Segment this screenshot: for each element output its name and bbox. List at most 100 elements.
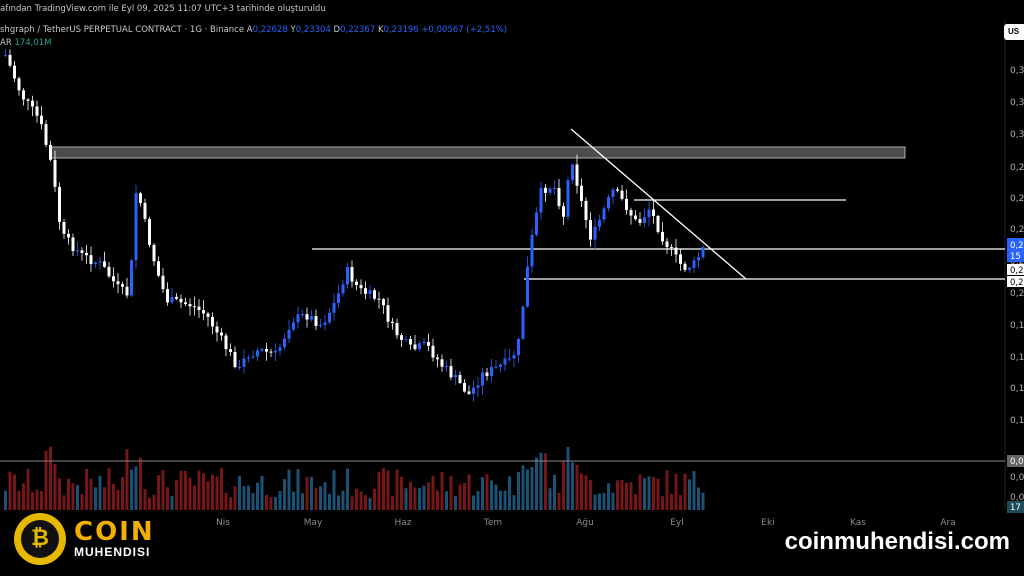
time-axis: Nis May Haz Tem Ağu Eyl Eki Kas Ara xyxy=(216,518,956,528)
volume-bar xyxy=(395,469,399,510)
descending-trendline xyxy=(570,128,747,280)
volume-bar xyxy=(40,491,43,510)
volume-bar xyxy=(539,452,543,510)
candle-body xyxy=(404,339,408,341)
y-tick-label: 0,2 xyxy=(1010,225,1024,235)
candle-body xyxy=(89,255,93,265)
candle-body xyxy=(260,349,264,351)
candle-body xyxy=(17,78,21,91)
volume-bar xyxy=(400,476,403,510)
last-price-countdown: 15 xyxy=(1010,252,1021,262)
volume-bar xyxy=(62,495,66,510)
candle-body xyxy=(337,293,340,303)
candle-body xyxy=(233,352,237,368)
candle-body xyxy=(620,190,624,199)
zero-badge xyxy=(1007,455,1024,467)
volume-bar xyxy=(535,457,538,510)
volume-bar xyxy=(454,495,457,510)
candle-body xyxy=(562,206,565,217)
volume-layer xyxy=(4,446,705,510)
volume-bar xyxy=(148,497,151,510)
volume-bar xyxy=(485,474,489,510)
candle-body xyxy=(26,99,30,101)
currency-badge[interactable]: US xyxy=(1004,24,1024,40)
open-label: A xyxy=(246,25,253,35)
volume-bar xyxy=(526,469,529,510)
volume-bar xyxy=(490,480,493,510)
candle-body xyxy=(544,187,547,193)
volume-bar xyxy=(251,493,255,510)
candle-body xyxy=(422,341,426,344)
volume-bar xyxy=(566,446,570,510)
candle-body xyxy=(359,285,363,289)
y-tick-label: 0,1 xyxy=(1010,384,1024,394)
volume-bar xyxy=(364,495,367,510)
candle-body xyxy=(8,54,12,66)
volume-bar xyxy=(94,487,97,510)
candle-body xyxy=(193,306,196,308)
candle-body xyxy=(499,364,502,367)
candle-body xyxy=(247,357,250,359)
level-badge-2 xyxy=(1007,276,1024,287)
volume-bar xyxy=(584,475,588,510)
x-tick-label: Kas xyxy=(850,518,866,528)
volume-bar xyxy=(481,477,484,510)
level-badge-2-text: 0,2 xyxy=(1010,278,1024,288)
candle-body xyxy=(215,326,219,333)
volume-bar xyxy=(620,479,624,510)
x-tick-label: Eki xyxy=(761,518,774,528)
candle-body xyxy=(242,358,246,367)
volume-bar xyxy=(436,490,439,510)
x-tick-label: Ağu xyxy=(576,518,594,528)
logo-text-top: COIN xyxy=(74,517,155,547)
volume-bar xyxy=(701,492,705,510)
chart-attribution: afından TradingView.com ile Eyl 09, 2025… xyxy=(0,4,326,14)
y-tick-label: 0,3 xyxy=(1010,66,1024,76)
volume-bar xyxy=(80,494,84,510)
candle-body xyxy=(278,347,282,351)
x-tick-label: Nis xyxy=(216,518,230,528)
candle-body xyxy=(22,90,25,100)
candle-body xyxy=(179,298,183,303)
y-tick-label: 0,1 xyxy=(1010,416,1024,426)
candle-body xyxy=(584,200,588,220)
y-tick-label: 0,0 xyxy=(1010,473,1024,483)
candle-body xyxy=(368,290,372,294)
candle-body xyxy=(125,286,129,296)
volume-badge xyxy=(1007,501,1024,513)
level-badge-1 xyxy=(1007,264,1024,275)
candle-body xyxy=(701,247,705,258)
volume-bar xyxy=(76,484,79,510)
volume-bar xyxy=(652,476,655,510)
volume-bar xyxy=(562,461,565,510)
candle-body xyxy=(535,212,538,235)
candle-body xyxy=(571,164,574,181)
candle-body xyxy=(580,185,583,201)
volume-bar xyxy=(530,467,534,510)
volume-bar xyxy=(4,490,7,510)
volume-bar xyxy=(314,487,318,510)
volume-bar xyxy=(31,492,34,510)
candle-body xyxy=(589,219,592,240)
candle-body xyxy=(341,284,345,294)
high-label: Y xyxy=(290,25,296,35)
candle-body xyxy=(13,65,16,79)
volume-bar xyxy=(220,468,223,510)
candle-body xyxy=(143,202,147,219)
volume-bar xyxy=(391,496,394,510)
y-tick-label: 0,3 xyxy=(1010,98,1024,108)
brand-logo: ₿ COIN MUHENDISI xyxy=(14,513,155,565)
volume-bar xyxy=(512,495,516,510)
candle-body xyxy=(296,314,300,323)
volume-bar xyxy=(292,491,295,510)
candle-body xyxy=(445,366,448,368)
y-tick-label: 0,1 xyxy=(1010,321,1024,331)
volume-bar xyxy=(215,476,219,510)
volume-bar xyxy=(697,487,700,510)
candle-body xyxy=(71,237,75,252)
volume-bar xyxy=(548,488,552,510)
candle-body xyxy=(188,304,192,307)
candle-body xyxy=(121,284,124,287)
candle-body xyxy=(490,367,493,377)
